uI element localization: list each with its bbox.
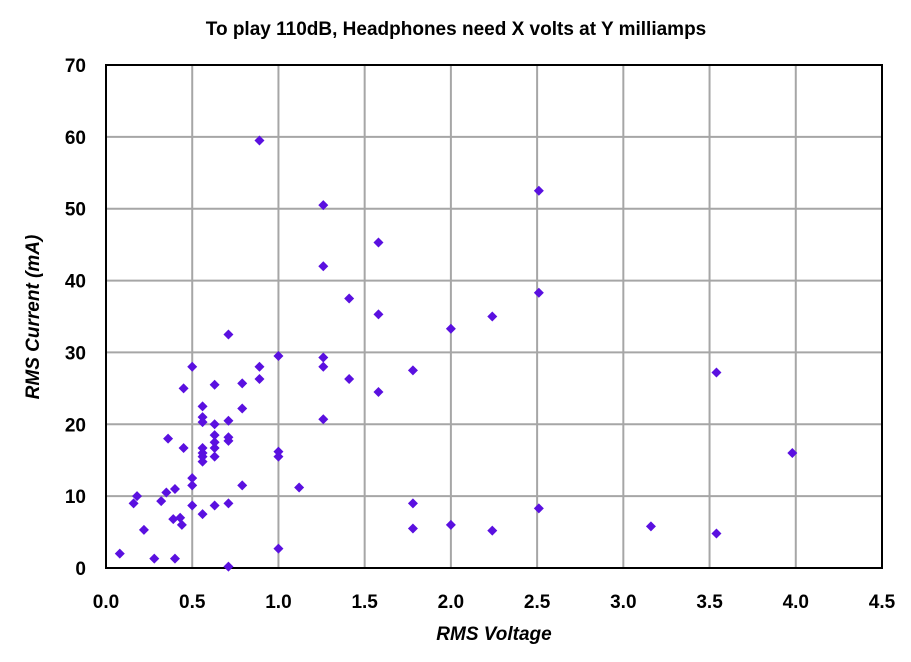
data-point xyxy=(187,480,198,491)
data-point xyxy=(787,448,798,459)
y-tick-label: 60 xyxy=(65,128,86,149)
data-point xyxy=(533,287,544,298)
y-axis-ticks: 0 10 20 30 40 50 60 70 xyxy=(65,56,86,580)
chart-title: To play 110dB, Headphones need X volts a… xyxy=(206,19,707,40)
data-point xyxy=(373,237,384,248)
data-point xyxy=(209,451,220,462)
x-tick-label: 2.5 xyxy=(524,592,551,613)
data-point xyxy=(178,442,189,453)
data-point xyxy=(209,379,220,390)
data-point xyxy=(209,500,220,511)
data-point xyxy=(344,374,355,385)
data-point xyxy=(407,523,418,534)
data-point xyxy=(273,451,284,462)
data-point xyxy=(197,448,208,459)
data-point xyxy=(149,553,160,564)
data-point xyxy=(254,361,265,372)
data-point xyxy=(318,261,329,272)
data-point xyxy=(197,456,208,467)
data-point xyxy=(223,432,234,443)
y-tick-label: 70 xyxy=(65,56,86,77)
x-axis-label: RMS Voltage xyxy=(436,624,552,645)
data-point xyxy=(187,473,198,484)
data-point xyxy=(175,512,186,523)
x-tick-label: 1.5 xyxy=(351,592,378,613)
data-point xyxy=(156,496,167,507)
data-point xyxy=(533,503,544,514)
data-point xyxy=(445,519,456,530)
y-tick-label: 30 xyxy=(65,343,86,364)
x-tick-label: 0.0 xyxy=(93,592,119,613)
data-point xyxy=(138,524,149,535)
x-tick-label: 3.5 xyxy=(696,592,723,613)
data-series xyxy=(114,135,798,572)
plot-area xyxy=(105,64,883,569)
data-point xyxy=(344,293,355,304)
data-point xyxy=(169,553,180,564)
data-point xyxy=(273,446,284,457)
data-point xyxy=(197,417,208,428)
x-tick-label: 1.0 xyxy=(265,592,291,613)
x-tick-label: 2.0 xyxy=(438,592,464,613)
data-point xyxy=(533,185,544,196)
data-point xyxy=(254,374,265,385)
data-point xyxy=(487,525,498,536)
data-point xyxy=(407,365,418,376)
data-point xyxy=(318,414,329,425)
y-tick-label: 0 xyxy=(75,559,86,580)
data-point xyxy=(209,419,220,430)
data-point xyxy=(161,487,172,498)
x-axis-ticks: 0.0 0.5 1.0 1.5 2.0 2.5 3.0 3.5 4.0 4.5 xyxy=(93,592,896,613)
data-point xyxy=(711,528,722,539)
data-point xyxy=(237,378,248,389)
data-point xyxy=(163,433,174,444)
data-point xyxy=(209,437,220,448)
data-point xyxy=(273,543,284,554)
data-point xyxy=(445,323,456,334)
data-point xyxy=(318,361,329,372)
data-point xyxy=(197,442,208,453)
data-point xyxy=(407,498,418,509)
x-tick-label: 0.5 xyxy=(179,592,206,613)
data-point xyxy=(187,500,198,511)
data-point xyxy=(223,415,234,426)
data-point xyxy=(237,480,248,491)
data-point xyxy=(711,367,722,378)
data-point xyxy=(318,200,329,211)
data-point xyxy=(223,498,234,509)
y-tick-label: 20 xyxy=(65,415,86,436)
data-point xyxy=(223,329,234,340)
y-tick-label: 50 xyxy=(65,200,86,221)
data-point xyxy=(254,135,265,146)
data-point xyxy=(487,311,498,322)
data-point xyxy=(237,403,248,414)
data-point xyxy=(273,351,284,362)
data-point xyxy=(209,430,220,441)
data-point xyxy=(645,521,656,532)
data-point xyxy=(168,514,179,525)
data-point xyxy=(187,361,198,372)
data-point xyxy=(209,442,220,453)
data-point xyxy=(114,548,125,559)
data-point xyxy=(197,412,208,423)
data-point xyxy=(169,483,180,494)
y-tick-label: 10 xyxy=(65,487,86,508)
x-tick-label: 4.0 xyxy=(783,592,809,613)
data-point xyxy=(318,352,329,363)
data-point xyxy=(223,561,234,572)
data-point xyxy=(176,519,187,530)
data-point xyxy=(294,482,305,493)
data-point xyxy=(128,498,139,509)
data-point xyxy=(132,491,143,502)
x-tick-label: 4.5 xyxy=(869,592,896,613)
data-point xyxy=(373,309,384,320)
y-tick-label: 40 xyxy=(65,272,86,293)
y-axis-label: RMS Current (mA) xyxy=(23,235,44,400)
data-point xyxy=(197,509,208,520)
data-point xyxy=(373,386,384,397)
x-tick-label: 3.0 xyxy=(610,592,636,613)
data-point xyxy=(197,401,208,412)
data-point xyxy=(178,383,189,394)
